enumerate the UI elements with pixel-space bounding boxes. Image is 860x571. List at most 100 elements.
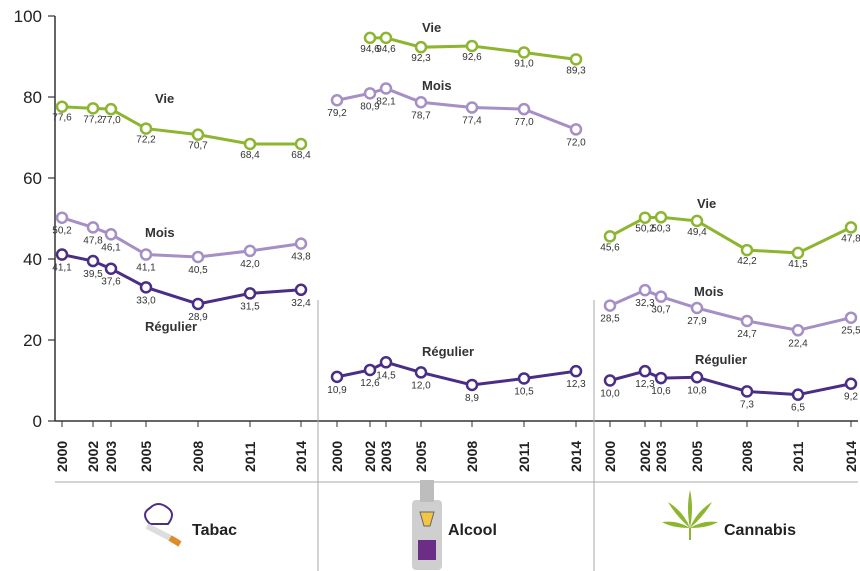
y-tick-label: 40 bbox=[23, 250, 42, 269]
data-point bbox=[603, 299, 617, 312]
series-name-label: Vie bbox=[697, 196, 716, 211]
x-tick-label: 2005 bbox=[689, 441, 705, 472]
data-label: 27,9 bbox=[687, 316, 707, 327]
data-point bbox=[603, 374, 617, 387]
data-label: 12,3 bbox=[566, 379, 586, 390]
series-alcool-regulier: 10,9 12,614,5 12,0 8,9 10,5 12,3 Régulier bbox=[327, 344, 586, 404]
data-point bbox=[139, 281, 153, 294]
x-tick-label: 2014 bbox=[293, 441, 309, 472]
data-label: 31,5 bbox=[240, 301, 260, 312]
x-tick-label: 2008 bbox=[190, 441, 206, 472]
data-point bbox=[844, 221, 858, 234]
data-point bbox=[569, 53, 583, 66]
panel-title-cannabis: Cannabis bbox=[724, 522, 796, 539]
data-point bbox=[104, 228, 118, 241]
x-tick-label: 2008 bbox=[739, 441, 755, 472]
data-label: 14,5 bbox=[376, 370, 396, 381]
data-label: 72,0 bbox=[566, 137, 586, 148]
panel-title-alcool: Alcool bbox=[448, 522, 497, 539]
x-tick-label: 2003 bbox=[653, 441, 669, 472]
data-label: 77,2 bbox=[83, 114, 103, 125]
data-label: 89,3 bbox=[566, 65, 586, 76]
data-point bbox=[517, 46, 531, 59]
x-tick-label: 2002 bbox=[362, 441, 378, 472]
panel-footer: Tabac Alcool Cannabis bbox=[144, 480, 796, 570]
data-label: 12,3 bbox=[635, 379, 655, 390]
data-label: 32,3 bbox=[635, 298, 655, 309]
data-label: 10,8 bbox=[687, 385, 707, 396]
data-label: 32,4 bbox=[291, 298, 311, 309]
data-point bbox=[55, 248, 69, 261]
series-alcool-mois: 79,2 80,982,1 78,7 77,4 77,0 72,0 Mois bbox=[327, 78, 586, 148]
y-tick-label: 20 bbox=[23, 331, 42, 350]
data-point bbox=[294, 137, 308, 151]
data-label: 78,7 bbox=[411, 110, 431, 121]
data-point bbox=[86, 102, 100, 115]
x-tick-label: 2011 bbox=[242, 441, 258, 472]
series-name-label: Vie bbox=[155, 91, 174, 106]
data-point bbox=[104, 262, 118, 275]
x-tick-label: 2014 bbox=[843, 441, 859, 472]
data-label: 12,0 bbox=[411, 380, 431, 391]
data-point bbox=[363, 363, 377, 377]
data-label: 24,7 bbox=[737, 329, 757, 340]
data-point bbox=[638, 364, 652, 378]
data-point bbox=[690, 371, 704, 384]
x-tick-label: 2003 bbox=[103, 441, 119, 472]
data-label: 28,5 bbox=[600, 314, 620, 325]
data-point bbox=[740, 243, 754, 257]
data-point bbox=[414, 40, 428, 54]
bottle-glass-icon bbox=[412, 480, 442, 570]
data-point bbox=[603, 230, 617, 243]
x-tick-label: 2002 bbox=[637, 441, 653, 472]
data-point bbox=[86, 221, 100, 234]
series-line bbox=[61, 105, 301, 146]
data-label: 68,4 bbox=[240, 150, 260, 161]
data-point bbox=[791, 246, 805, 260]
data-point bbox=[243, 287, 257, 300]
data-label: 42,2 bbox=[737, 256, 757, 267]
data-point bbox=[844, 311, 858, 324]
data-label: 77,0 bbox=[101, 115, 121, 126]
data-point bbox=[55, 100, 69, 113]
data-point bbox=[414, 366, 428, 379]
data-label: 77,6 bbox=[52, 113, 72, 124]
series-name-label: Mois bbox=[694, 284, 724, 299]
data-point bbox=[243, 137, 257, 151]
data-point bbox=[379, 356, 393, 369]
data-label: 45,6 bbox=[600, 242, 620, 253]
y-tick-label: 80 bbox=[23, 88, 42, 107]
data-point bbox=[243, 244, 257, 258]
data-point bbox=[191, 250, 205, 264]
x-tick-label: 2011 bbox=[516, 441, 532, 472]
data-point bbox=[191, 297, 205, 311]
data-label: 79,2 bbox=[327, 108, 347, 119]
cannabis-leaf-icon bbox=[662, 490, 718, 540]
x-tick-label: 2000 bbox=[329, 441, 345, 472]
data-point bbox=[379, 82, 393, 95]
x-tick-label: 2005 bbox=[413, 441, 429, 472]
series-layer: 77,6 77,277,072,270,768,4 68,4Vie50,247,84… bbox=[52, 20, 860, 414]
data-point bbox=[330, 93, 344, 107]
series-name-label: Régulier bbox=[422, 344, 474, 359]
x-tick-label: 2014 bbox=[568, 441, 584, 472]
y-tick-label: 60 bbox=[23, 169, 42, 188]
x-tick-label: 2008 bbox=[464, 441, 480, 472]
x-tick-label: 2005 bbox=[138, 441, 154, 472]
data-label: 28,9 bbox=[188, 312, 208, 323]
series-tabac-vie: 77,6 77,277,0 72,2 70,7 68,4 68,4 Vie bbox=[52, 91, 311, 161]
data-point bbox=[86, 254, 100, 268]
series-name-label: Mois bbox=[422, 78, 452, 93]
x-tick-label: 2011 bbox=[790, 441, 806, 472]
data-label: 33,0 bbox=[136, 295, 156, 306]
data-point bbox=[363, 31, 377, 45]
data-label: 77,0 bbox=[514, 117, 534, 128]
data-label: 30,7 bbox=[651, 305, 671, 316]
x-tick-label: 2003 bbox=[378, 441, 394, 472]
data-label: 8,9 bbox=[465, 393, 479, 404]
data-point bbox=[638, 283, 652, 297]
data-label: 7,3 bbox=[740, 399, 754, 410]
data-point bbox=[517, 102, 531, 116]
x-tick-label: 2000 bbox=[54, 441, 70, 472]
data-label: 43,8 bbox=[291, 252, 311, 263]
